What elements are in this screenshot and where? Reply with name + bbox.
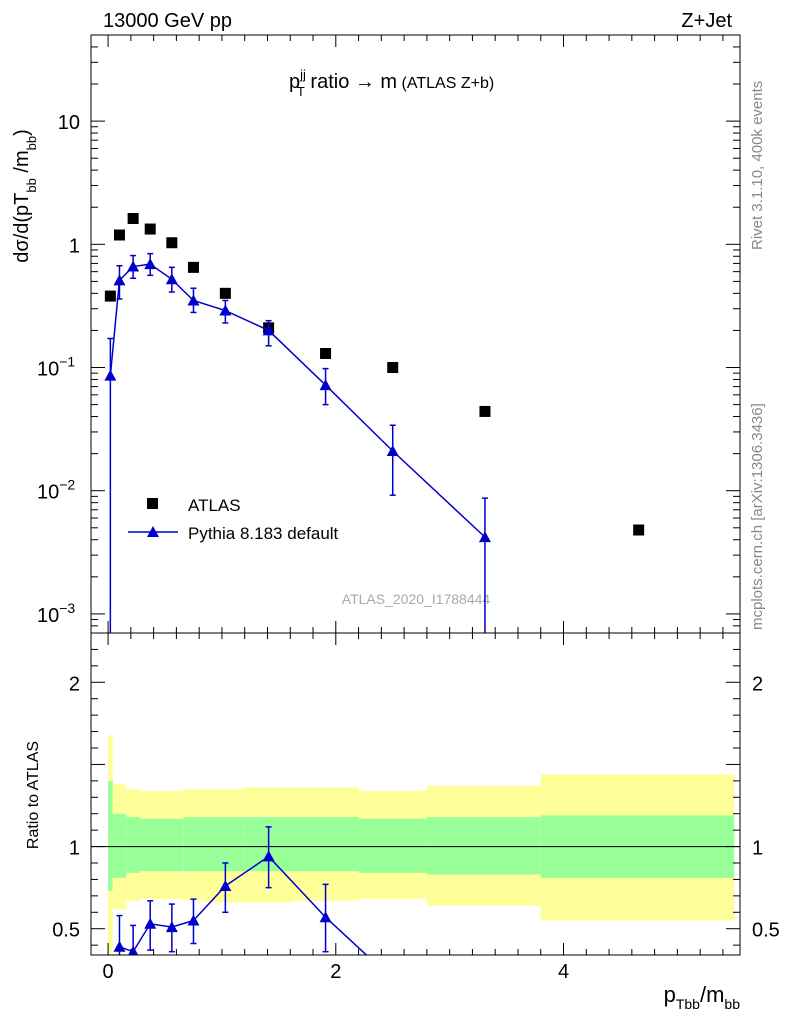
mc-ratio-point (187, 914, 200, 926)
main-y-tick-label-3: 1 (69, 235, 80, 257)
mc-data-point (219, 304, 232, 316)
atlas-data-point (166, 237, 178, 249)
ratio-y-tick-label-right-0: 0.5 (752, 920, 780, 942)
ratio-panel-frame (90, 632, 741, 956)
ratio-band-inner-10 (426, 817, 541, 875)
legend-data-label: ATLAS (188, 496, 241, 515)
main-y-tick-label-0: 10−3 (37, 600, 75, 627)
x-axis-label: pTbb/mbb (664, 982, 741, 1012)
side-label-mcplots: mcplots.cern.ch [arXiv:1306.3436] (749, 403, 766, 630)
atlas-data-point (387, 362, 399, 374)
ratio-band-inner-5 (183, 817, 206, 872)
ratio-band-inner-3 (139, 818, 161, 872)
mc-data-point (165, 273, 178, 285)
atlas-data-point (219, 287, 231, 299)
atlas-data-point (320, 347, 332, 359)
mc-data-point (319, 379, 332, 391)
tick-labels: 10−3 10−2 10−1 1 10 0.5 0.5 1 1 2 2 0 2 4 (37, 112, 780, 983)
main-plot-title: pjj T ratio → m (ATLAS Z+b) (289, 67, 494, 99)
mc-data-point (144, 258, 157, 270)
mc-data-point (127, 260, 140, 272)
ratio-band-inner-4 (160, 818, 184, 872)
mc-ratio-point (165, 921, 178, 933)
atlas-data-point (127, 213, 139, 225)
ratio-clipped-group (113, 826, 368, 955)
ratio-band-inner-8 (292, 817, 359, 872)
mc-data-point (386, 445, 399, 457)
side-label-rivet: Rivet 3.1.10, 400k events (749, 81, 766, 250)
mc-ratio-point (128, 945, 139, 955)
atlas-data-point (633, 524, 645, 536)
ratio-band-inner-6 (205, 817, 245, 872)
atlas-data-point (144, 223, 156, 235)
atlas-data-point (104, 290, 116, 302)
ratio-band-inner-2 (126, 817, 140, 873)
ratio-y-tick-label-left-1: 1 (69, 838, 80, 860)
ratio-y-tick-label-left-2: 2 (69, 673, 80, 695)
mc-data-point (104, 369, 117, 381)
atlas-data-point (113, 229, 125, 241)
legend-data-marker (147, 498, 158, 509)
ratio-y-axis-label: Ratio to ATLAS (25, 741, 42, 849)
header-right-label: Z+Jet (681, 10, 732, 32)
mc-ratio-point (262, 850, 275, 862)
mc-series-line (109, 263, 486, 538)
ratio-y-tick-label-right-2: 2 (752, 673, 763, 695)
ratio-band-inner-0 (108, 780, 113, 891)
atlas-data-point (479, 405, 491, 417)
axis-ticks (91, 34, 740, 955)
ratio-band-inner-1 (112, 813, 127, 878)
legend-mc-marker (147, 526, 159, 537)
main-y-axis-label: dσ/d(pTbb /mbb) (11, 129, 39, 263)
x-tick-label-2: 4 (558, 961, 569, 983)
mc-data-point (187, 294, 200, 306)
ratio-uncertainty-bands (91, 734, 740, 954)
mc-ratio-point (219, 880, 232, 891)
ratio-plot-marks (113, 826, 368, 955)
header-left-label: 13000 GeV pp (103, 10, 232, 32)
main-plot-marks (104, 213, 645, 633)
mc-data-point (262, 324, 275, 336)
ratio-y-tick-label-left-0: 0.5 (52, 920, 80, 942)
mc-data-point (113, 274, 126, 286)
mc-ratio-point (113, 940, 126, 952)
mc-ratio-point (319, 911, 332, 923)
ratio-y-tick-label-right-1: 1 (752, 838, 763, 860)
main-y-tick-label-4: 10 (58, 112, 80, 134)
main-panel-frame (90, 34, 741, 634)
analysis-watermark: ATLAS_2020_I1788444 (342, 591, 491, 607)
legend-mc-label: Pythia 8.183 default (188, 524, 339, 543)
mc-data-point (478, 531, 491, 543)
main-y-tick-label-1: 10−2 (37, 477, 75, 504)
main-y-tick-label-2: 10−1 (37, 354, 75, 381)
ratio-band-inner-9 (358, 818, 427, 873)
atlas-data-point (187, 261, 199, 273)
mc-ratio-point (144, 917, 157, 929)
x-tick-label-1: 2 (330, 961, 341, 983)
x-tick-label-0: 0 (103, 961, 114, 983)
